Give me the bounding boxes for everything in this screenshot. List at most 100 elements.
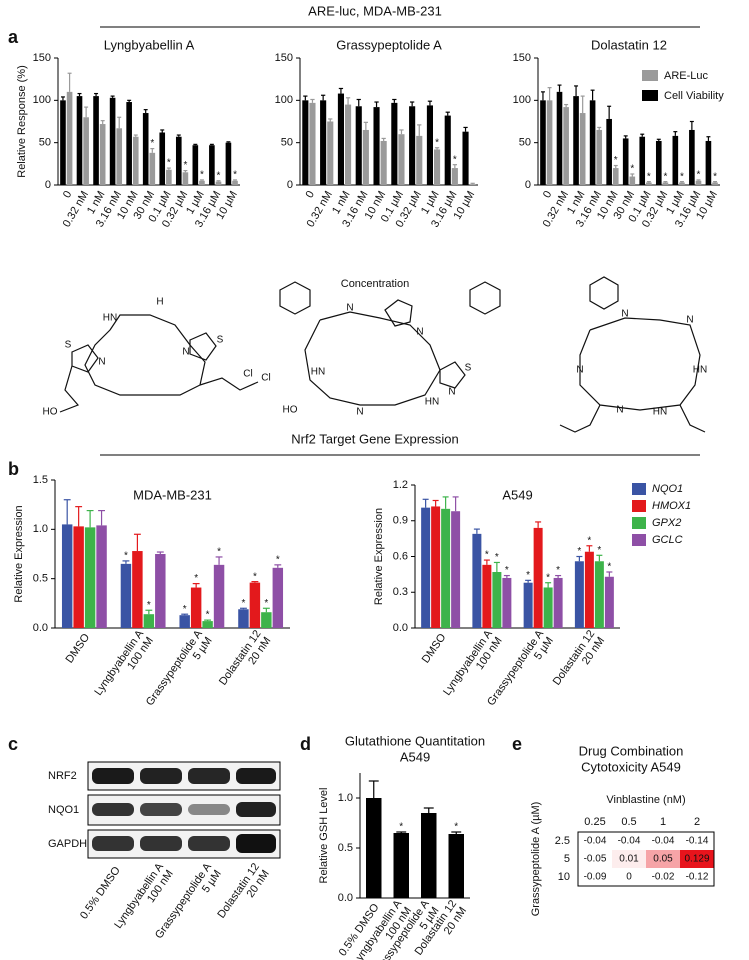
significance: * <box>505 565 509 576</box>
chain <box>559 404 601 433</box>
band <box>236 802 276 817</box>
significance: * <box>217 547 221 558</box>
band <box>236 768 276 784</box>
significance: * <box>526 570 530 581</box>
x-tick-label: 0.25 <box>584 816 605 828</box>
bar <box>393 833 409 898</box>
heat-cell <box>612 868 646 886</box>
bar <box>556 91 563 185</box>
legend-label: GCLC <box>652 534 683 546</box>
legend-label: GPX2 <box>652 517 681 529</box>
label-line: Grassypeptolide A <box>144 628 205 709</box>
atom: N <box>182 347 189 358</box>
band <box>188 804 230 815</box>
bar <box>355 106 362 185</box>
bar <box>249 582 261 628</box>
x-tick-label: 0 <box>61 189 74 200</box>
significance: * <box>587 535 591 546</box>
y-tick-label: 1.0 <box>33 523 48 535</box>
cell-label: -0.04 <box>652 836 675 847</box>
band <box>188 768 230 784</box>
band <box>92 768 134 784</box>
bar <box>366 798 382 898</box>
heat-cell <box>646 832 680 850</box>
x-tick-label-text: 0 <box>61 189 74 200</box>
heat-cell <box>680 868 714 886</box>
x-tick-label-text: 0 <box>304 189 317 200</box>
ring <box>304 311 441 406</box>
blot-lane-label-text: Dolastatin 1220 nM <box>215 861 271 927</box>
chart-title: A549 <box>502 487 532 502</box>
band <box>140 768 182 784</box>
significance: * <box>435 137 439 148</box>
bar <box>689 129 695 185</box>
y-tick-label: 0.5 <box>338 842 353 854</box>
bar <box>202 621 213 628</box>
significance: * <box>200 170 204 181</box>
legend-swatch <box>642 90 658 101</box>
bar <box>213 564 225 628</box>
significance: * <box>597 545 601 556</box>
heat-cell <box>578 832 612 850</box>
significance: * <box>697 170 701 181</box>
significance: * <box>217 170 221 181</box>
x-tick-label: 2 <box>694 816 700 828</box>
bar <box>596 129 603 185</box>
bar <box>320 100 327 185</box>
bar <box>573 96 579 185</box>
significance: * <box>399 822 403 833</box>
significance: * <box>614 155 618 166</box>
y-axis-label: Relative GSH Level <box>318 788 330 884</box>
legend-swatch <box>632 534 646 546</box>
bar <box>126 102 132 185</box>
x-tick-label-text: DMSO <box>420 631 449 665</box>
bar <box>345 104 352 185</box>
blot-row-label: NQO1 <box>48 804 79 816</box>
y-tick-label: 50 <box>39 137 51 149</box>
bar <box>83 117 89 185</box>
x-tick-label-text: Grassypeptolide A5 µM <box>144 628 215 715</box>
heat-cell <box>578 850 612 868</box>
chart-title: Drug Combination <box>579 743 684 758</box>
bar <box>73 526 84 628</box>
bar <box>416 135 423 185</box>
label-line: DMSO <box>63 631 92 665</box>
bar <box>574 561 584 628</box>
chain <box>679 404 706 433</box>
atom: HO <box>43 407 58 418</box>
atom: N <box>621 309 628 320</box>
bar <box>159 132 166 185</box>
bar <box>546 100 553 185</box>
significance: * <box>194 573 198 584</box>
bar <box>309 102 316 185</box>
atom: N <box>448 387 455 398</box>
atom: S <box>465 363 472 374</box>
significance: * <box>147 600 151 611</box>
cell-label: -0.05 <box>584 854 607 865</box>
bar <box>695 180 702 185</box>
legend-label: HMOX1 <box>652 500 691 512</box>
bar <box>302 100 309 185</box>
bar <box>426 105 433 185</box>
ring <box>589 276 619 310</box>
y-tick-label: 100 <box>513 94 531 106</box>
bar <box>584 551 594 628</box>
bar <box>540 100 546 185</box>
atom: N <box>98 357 105 368</box>
bar <box>132 551 143 628</box>
bar <box>215 181 222 185</box>
x-tick-label: DMSO <box>420 631 449 665</box>
bar <box>589 100 596 185</box>
significance: * <box>241 598 245 609</box>
y-tick-label: 100 <box>275 94 293 106</box>
band <box>92 803 134 816</box>
bar <box>553 577 563 628</box>
structure: H HN S N N S HO Cl Cl <box>43 297 271 418</box>
bar <box>93 96 99 185</box>
significance: * <box>556 565 560 576</box>
ring <box>279 281 311 315</box>
chain <box>59 365 80 413</box>
y-tick-label: 150 <box>33 52 51 64</box>
y-tick-label: 0.0 <box>338 892 353 904</box>
western-blot <box>87 761 281 859</box>
